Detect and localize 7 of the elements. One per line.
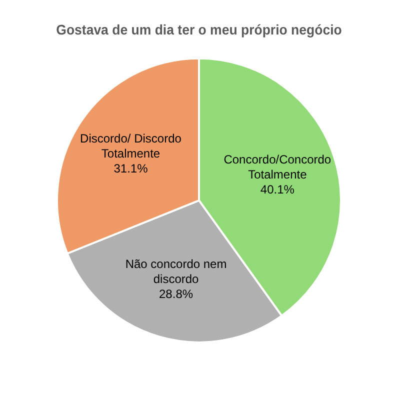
chart-title: Gostava de um dia ter o meu próprio negócio	[56, 22, 342, 38]
slice-label: Concordo/Concordo Totalmente	[224, 152, 332, 182]
slice-label: Discordo/ Discordo Totalmente	[80, 132, 182, 161]
data-label: 28.8%	[159, 286, 194, 301]
slice-label: Não concordo nem discordo	[125, 256, 227, 286]
data-label: 40.1%	[260, 182, 295, 197]
data-label: 31.1%	[114, 162, 148, 176]
